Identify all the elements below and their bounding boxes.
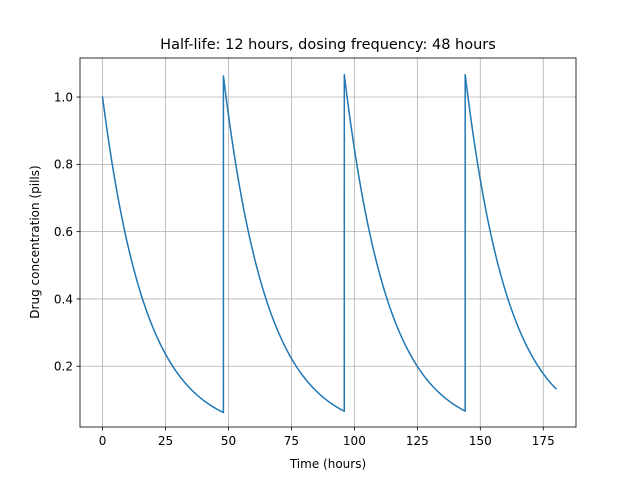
x-tick-label: 125 bbox=[406, 434, 429, 448]
y-axis-label: Drug concentration (pills) bbox=[28, 165, 42, 318]
plot-lines bbox=[101, 73, 557, 414]
x-tick-label: 75 bbox=[284, 434, 299, 448]
y-tick-label: 0.8 bbox=[54, 158, 73, 172]
y-tick-label: 0.4 bbox=[54, 292, 73, 306]
y-tick-label: 0.6 bbox=[54, 225, 73, 239]
x-tick-label: 150 bbox=[469, 434, 492, 448]
x-tick-label: 0 bbox=[99, 434, 107, 448]
axes-frame bbox=[79, 57, 577, 428]
y-tick-label: 1.0 bbox=[54, 90, 73, 104]
series-line-0 bbox=[101, 73, 557, 414]
x-tick-label: 25 bbox=[158, 434, 173, 448]
x-tick-label: 100 bbox=[343, 434, 366, 448]
x-tick-label: 175 bbox=[532, 434, 555, 448]
chart-title: Half-life: 12 hours, dosing frequency: 4… bbox=[160, 37, 496, 53]
x-tick-label: 50 bbox=[221, 434, 236, 448]
y-tick-label: 0.2 bbox=[54, 360, 73, 374]
ticks: 0 25 50 75 100 125 150 175 0.2 0.4 0.6 0.8 1.0 bbox=[54, 90, 555, 448]
x-axis-label: Time (hours) bbox=[289, 457, 366, 471]
